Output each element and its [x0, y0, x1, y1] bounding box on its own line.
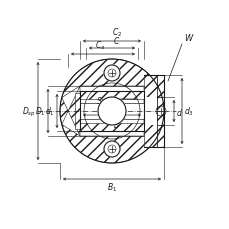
Circle shape	[60, 60, 163, 163]
Polygon shape	[143, 87, 163, 136]
Polygon shape	[80, 123, 143, 131]
Text: $B_1$: $B_1$	[106, 181, 117, 194]
Text: $W$: $W$	[183, 32, 194, 43]
Polygon shape	[143, 98, 156, 125]
Text: $C_2$: $C_2$	[111, 26, 122, 39]
Polygon shape	[80, 92, 143, 100]
Text: $B$: $B$	[112, 118, 119, 129]
Text: $C$: $C$	[113, 35, 120, 46]
Circle shape	[104, 66, 120, 82]
Text: $d$: $d$	[175, 106, 182, 117]
Polygon shape	[75, 94, 80, 129]
Polygon shape	[62, 125, 161, 163]
Text: $d_3$: $d_3$	[183, 105, 193, 118]
Text: $D_1$: $D_1$	[35, 105, 46, 118]
Polygon shape	[62, 60, 161, 98]
Text: $C_a$: $C_a$	[94, 39, 105, 52]
Circle shape	[104, 141, 120, 157]
Text: $D_{sp}$: $D_{sp}$	[22, 105, 36, 118]
Polygon shape	[80, 104, 143, 120]
Circle shape	[98, 98, 125, 125]
Polygon shape	[143, 76, 163, 147]
Text: $S$: $S$	[96, 94, 103, 105]
Text: $d_1$: $d_1$	[45, 105, 55, 118]
Polygon shape	[60, 87, 80, 136]
